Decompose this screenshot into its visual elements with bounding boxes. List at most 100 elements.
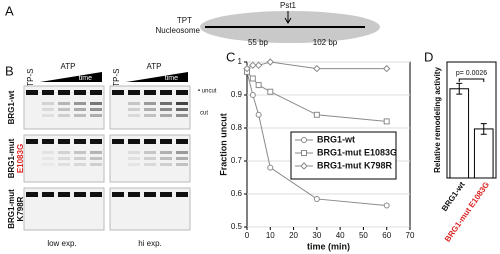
band — [160, 90, 172, 95]
legend-label: BRG1-mut E1083G — [317, 147, 397, 157]
band — [90, 114, 102, 117]
band — [144, 139, 156, 144]
band — [176, 192, 188, 197]
y-tick-label: 0.6 — [231, 189, 243, 198]
band — [128, 139, 140, 144]
band — [74, 157, 86, 160]
band — [90, 157, 102, 160]
band — [160, 139, 172, 144]
row-label: E1083G — [16, 144, 25, 173]
x-tick-label: 30 — [312, 231, 321, 240]
band — [58, 102, 70, 105]
band — [144, 114, 156, 117]
lane-label: ATP-S — [26, 69, 35, 92]
marker — [249, 61, 257, 70]
marker — [267, 88, 274, 95]
band — [128, 163, 140, 166]
marker — [313, 64, 321, 73]
x-tick-label: 40 — [336, 231, 345, 240]
band — [144, 151, 156, 154]
band — [58, 139, 70, 144]
band — [42, 157, 54, 160]
marker — [301, 150, 307, 156]
band — [112, 90, 124, 95]
y-tick-label: 0.5 — [231, 222, 243, 231]
marker — [300, 162, 308, 170]
band — [144, 108, 156, 111]
band — [128, 114, 140, 117]
band — [74, 139, 86, 144]
band — [128, 102, 140, 105]
y-tick-label: 0.9 — [231, 90, 243, 99]
band — [42, 151, 54, 154]
x-axis-label: time (min) — [307, 241, 350, 251]
marker — [249, 92, 256, 98]
ramp — [40, 72, 102, 82]
band — [144, 157, 156, 160]
band — [74, 90, 86, 95]
series-line — [246, 71, 387, 207]
x-tick-label: 60 — [382, 231, 391, 240]
bracket — [458, 78, 485, 82]
band — [160, 114, 172, 117]
band — [176, 108, 188, 111]
marker — [267, 164, 274, 171]
marker — [243, 64, 251, 73]
band — [58, 163, 70, 166]
x-tick-label: BRG1-mut E1083G — [443, 180, 491, 243]
band — [90, 192, 102, 197]
row-label: BRG1-mut — [7, 138, 16, 178]
band — [144, 102, 156, 105]
panel-letter: C — [226, 49, 235, 64]
row-label: K798R — [16, 196, 25, 221]
panel-letter: A — [5, 3, 14, 18]
y-tick-label: 0.8 — [231, 123, 243, 132]
band — [42, 90, 54, 95]
site-label: Pst1 — [280, 1, 297, 10]
exposure-label: low exp. — [47, 239, 76, 248]
band — [26, 90, 38, 95]
band — [58, 90, 70, 95]
label: 55 bp — [248, 38, 269, 47]
ramp — [126, 72, 188, 82]
y-axis-label: Relative remodeling activity — [433, 67, 442, 173]
y-axis-label: Fraction uncut — [218, 113, 228, 176]
row-label: BRG1-wt — [7, 90, 16, 124]
band — [176, 163, 188, 166]
band — [176, 151, 188, 154]
band — [90, 151, 102, 154]
band — [176, 139, 188, 144]
marker — [255, 111, 262, 118]
band — [90, 163, 102, 166]
marker — [383, 64, 391, 73]
band — [42, 102, 54, 105]
plot-area — [446, 61, 497, 179]
marker — [313, 111, 320, 118]
band — [112, 139, 124, 144]
marker — [383, 202, 390, 209]
marker — [383, 118, 390, 125]
band — [58, 157, 70, 160]
band — [26, 192, 38, 197]
band — [42, 114, 54, 117]
band — [58, 151, 70, 154]
marker — [313, 195, 320, 202]
band — [128, 108, 140, 111]
x-tick-label: 10 — [266, 231, 275, 240]
annotation: p= 0.0026 — [456, 70, 487, 77]
y-tick-label: 0.7 — [231, 156, 243, 165]
band — [160, 151, 172, 154]
marker — [266, 58, 274, 66]
row-label: BRG1-mut — [7, 189, 16, 229]
x-tick-label: 50 — [359, 231, 368, 240]
panel-letter: B — [5, 63, 14, 78]
band — [144, 163, 156, 166]
marker — [249, 75, 256, 82]
bar — [473, 128, 494, 179]
legend-label: BRG1-mut K798R — [317, 160, 393, 170]
legend-label: BRG1-wt — [317, 134, 355, 144]
y-tick-label: 1 — [238, 57, 243, 66]
label: Nucleosome — [156, 26, 201, 35]
lane-label: ATP — [147, 62, 162, 71]
band — [128, 192, 140, 197]
